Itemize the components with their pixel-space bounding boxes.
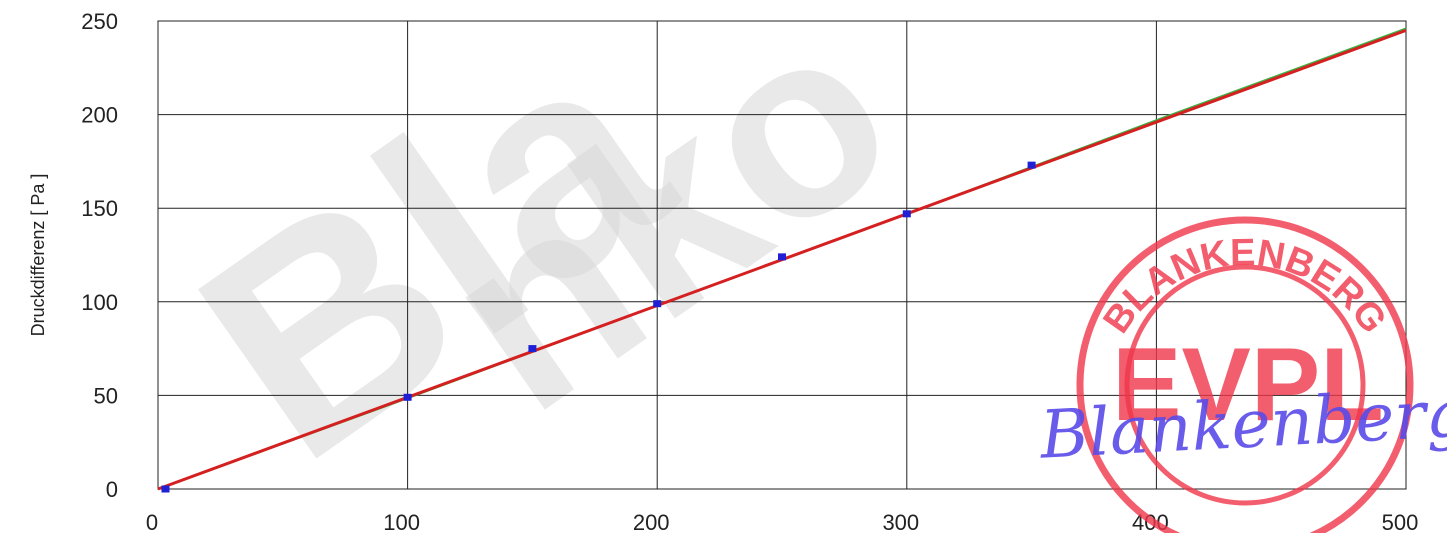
y-tick-label: 100	[81, 290, 118, 315]
y-tick-label: 250	[81, 9, 118, 34]
y-tick-label: 200	[81, 103, 118, 128]
y-axis-label: Druckdifferenz [ Pa ]	[28, 174, 48, 337]
data-point	[1027, 161, 1036, 169]
y-axis-ticks: 0 50 100 150 200 250	[81, 9, 118, 502]
data-point	[653, 300, 662, 308]
x-tick-label: 500	[1382, 510, 1419, 533]
x-tick-label: 300	[882, 510, 919, 533]
stamp-inner-ring	[1124, 264, 1366, 506]
stamp-center-text: EVPL	[1112, 327, 1384, 443]
data-point	[528, 345, 537, 353]
x-tick-label: 100	[383, 510, 420, 533]
y-tick-label: 0	[106, 477, 118, 502]
y-tick-label: 50	[94, 383, 118, 408]
signature: Blankenberg	[1037, 374, 1447, 473]
grid	[157, 20, 1407, 490]
data-point	[161, 485, 170, 493]
data-point	[902, 210, 911, 218]
y-tick-label: 150	[81, 196, 118, 221]
stamp-ring-text: BLANKENBERG	[1096, 232, 1395, 341]
points-layer	[161, 161, 1036, 493]
data-point	[778, 253, 786, 261]
stamp-outer-ring	[1076, 216, 1414, 533]
x-tick-label: 0	[146, 510, 158, 533]
data-point	[403, 393, 412, 401]
x-tick-label: 200	[633, 510, 670, 533]
